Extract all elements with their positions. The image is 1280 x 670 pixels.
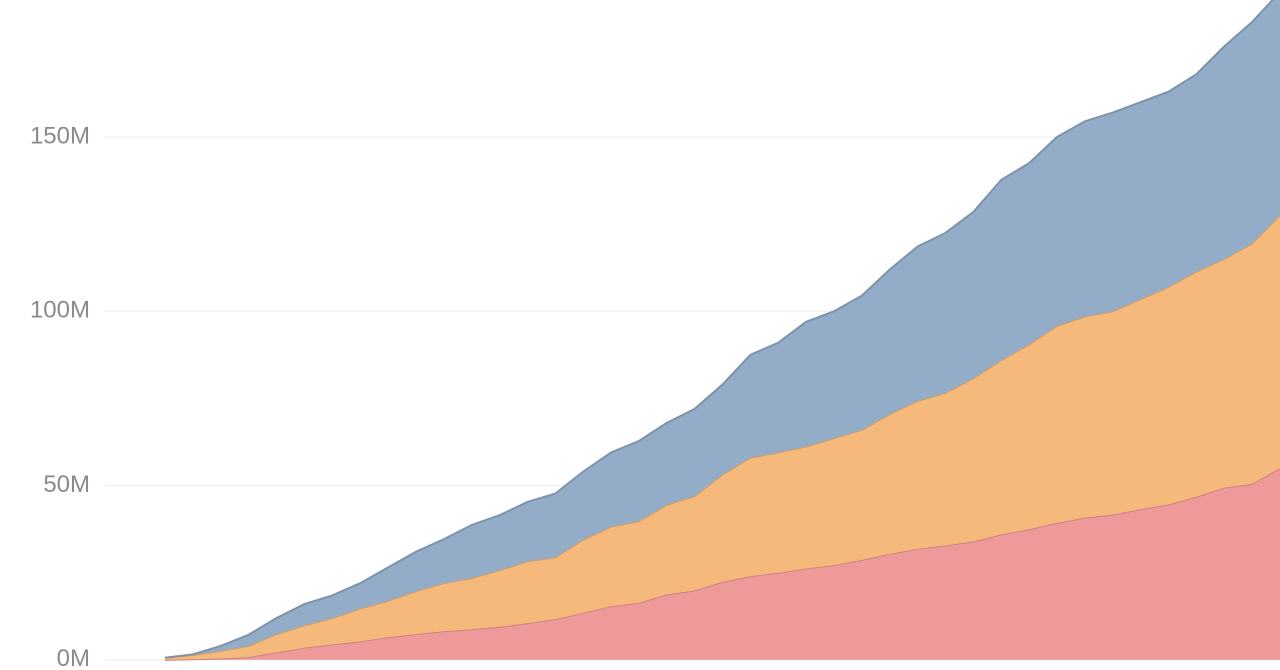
area bbox=[165, 215, 1280, 660]
y-tick-label: 50M bbox=[43, 471, 90, 498]
area bbox=[165, 468, 1280, 660]
y-tick-label: 100M bbox=[30, 297, 90, 324]
y-tick-label: 150M bbox=[30, 122, 90, 149]
y-tick-label: 0M bbox=[57, 645, 90, 670]
area-edge bbox=[164, 0, 1274, 659]
